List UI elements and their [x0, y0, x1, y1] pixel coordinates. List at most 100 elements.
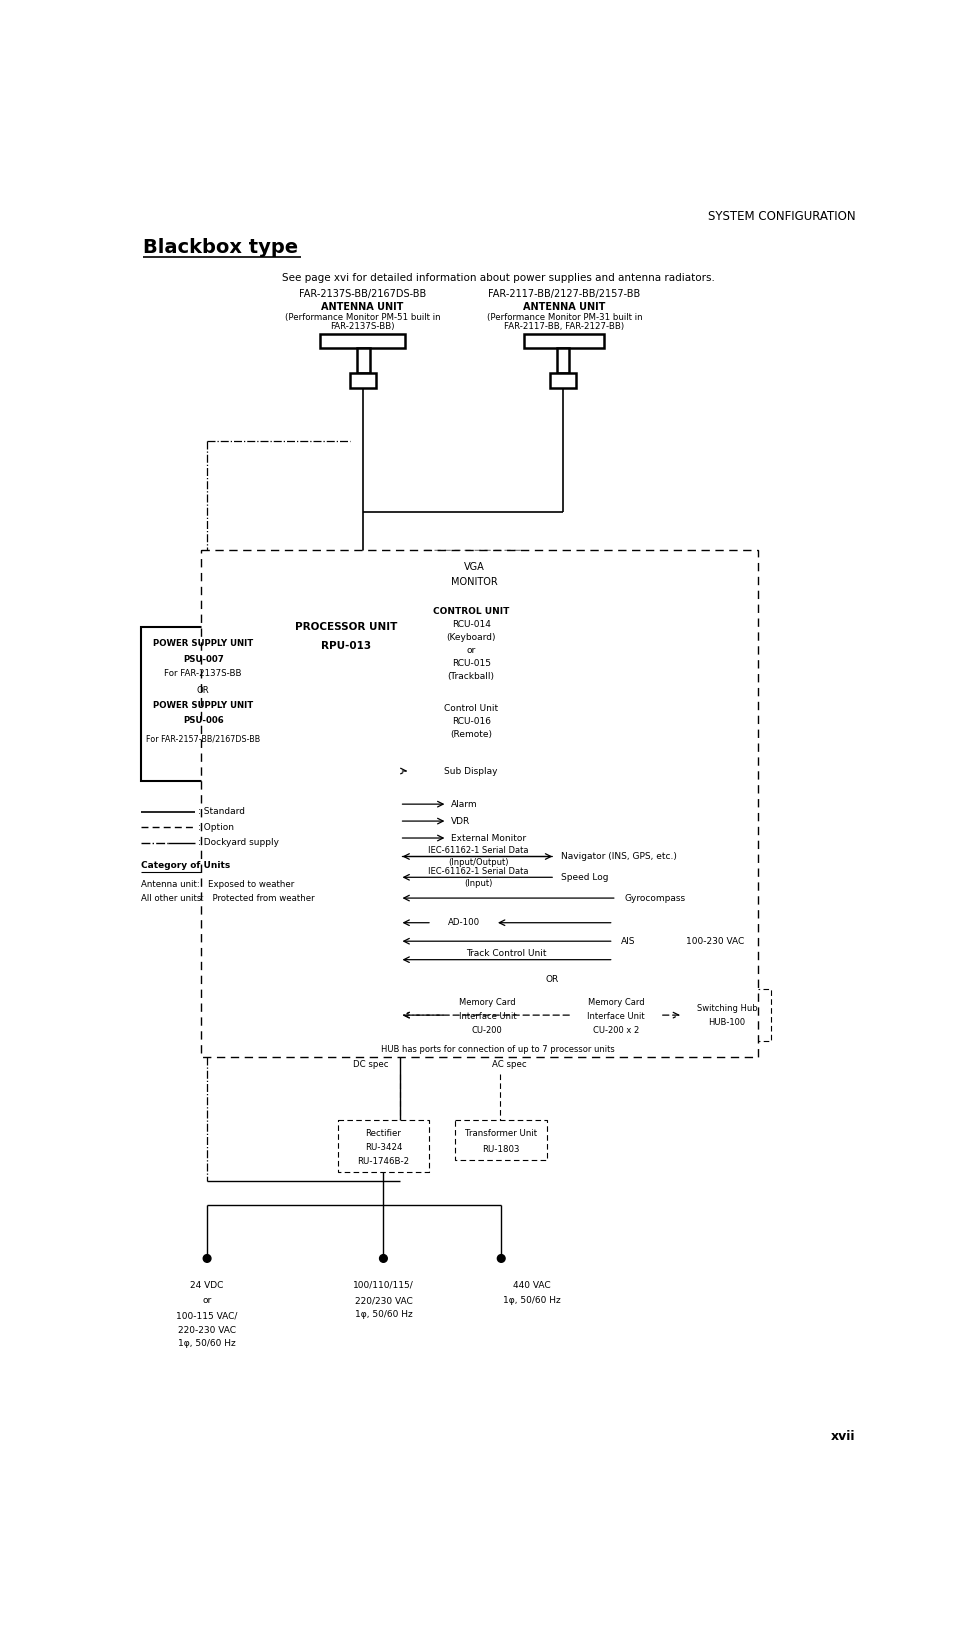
Text: ANTENNA UNIT: ANTENNA UNIT: [523, 302, 606, 312]
Bar: [557, 348, 569, 374]
Text: 1φ, 50/60 Hz: 1φ, 50/60 Hz: [178, 1340, 236, 1348]
Bar: [455, 1120, 547, 1160]
Text: Interface Unit: Interface Unit: [587, 1012, 644, 1022]
Text: MONITOR: MONITOR: [451, 578, 498, 588]
Text: : Option: : Option: [198, 823, 234, 832]
Text: OR: OR: [197, 685, 210, 695]
Text: 24 VDC: 24 VDC: [191, 1281, 224, 1289]
Text: All other units:   Protected from weather: All other units: Protected from weather: [141, 894, 315, 902]
Text: xvii: xvii: [831, 1430, 855, 1443]
Circle shape: [203, 1255, 211, 1262]
Text: (Input): (Input): [464, 880, 492, 888]
Text: Interface Unit: Interface Unit: [459, 1012, 516, 1022]
Text: (Remote): (Remote): [450, 731, 492, 739]
Text: See page xvi for detailed information about power supplies and antenna radiators: See page xvi for detailed information ab…: [282, 273, 714, 282]
Bar: [410, 597, 532, 690]
Text: Category of Units: Category of Units: [141, 862, 230, 870]
Text: (Trackball): (Trackball): [448, 672, 495, 681]
Text: VDR: VDR: [451, 816, 470, 826]
Bar: [683, 989, 771, 1041]
Bar: [524, 335, 605, 348]
Text: Memory Card: Memory Card: [459, 999, 516, 1007]
Text: Memory Card: Memory Card: [588, 999, 644, 1007]
Text: AIS: AIS: [621, 937, 636, 945]
Text: For FAR-2137S-BB: For FAR-2137S-BB: [164, 669, 242, 677]
Text: Alarm: Alarm: [451, 800, 478, 808]
Text: IEC-61162-1 Serial Data: IEC-61162-1 Serial Data: [428, 845, 529, 855]
Text: RPU-013: RPU-013: [321, 641, 370, 651]
Text: RU-1803: RU-1803: [482, 1144, 520, 1154]
Text: 100-115 VAC/: 100-115 VAC/: [176, 1312, 238, 1320]
Text: Transformer Unit: Transformer Unit: [466, 1129, 538, 1138]
Text: 100-230 VAC: 100-230 VAC: [686, 937, 745, 945]
Text: (Performance Monitor PM-31 built in: (Performance Monitor PM-31 built in: [487, 313, 642, 322]
Bar: [350, 374, 376, 388]
Bar: [358, 348, 369, 374]
Text: POWER SUPPLY UNIT: POWER SUPPLY UNIT: [154, 702, 254, 710]
Text: 220-230 VAC: 220-230 VAC: [178, 1325, 236, 1335]
Text: HUB-100: HUB-100: [709, 1018, 746, 1027]
Text: FAR-2137S-BB): FAR-2137S-BB): [330, 322, 395, 331]
Bar: [141, 627, 265, 782]
Text: or: or: [202, 1296, 212, 1306]
Text: 100/110/115/: 100/110/115/: [353, 1281, 414, 1289]
Text: Track Control Unit: Track Control Unit: [467, 950, 547, 958]
Text: AD-100: AD-100: [447, 919, 479, 927]
Text: (Performance Monitor PM-51 built in: (Performance Monitor PM-51 built in: [285, 313, 440, 322]
Text: POWER SUPPLY UNIT: POWER SUPPLY UNIT: [154, 640, 254, 648]
Bar: [446, 989, 529, 1041]
Text: RCU-014: RCU-014: [452, 620, 491, 630]
Text: Navigator (INS, GPS, etc.): Navigator (INS, GPS, etc.): [561, 852, 677, 862]
Circle shape: [498, 1255, 505, 1262]
Bar: [573, 989, 660, 1041]
Text: RU-3424: RU-3424: [364, 1142, 402, 1152]
Text: 1φ, 50/60 Hz: 1φ, 50/60 Hz: [355, 1310, 412, 1319]
Text: CU-200 x 2: CU-200 x 2: [593, 1027, 639, 1035]
Text: VGA: VGA: [464, 561, 485, 571]
Text: FAR-2137S-BB/2167DS-BB: FAR-2137S-BB/2167DS-BB: [299, 289, 427, 299]
Text: HUB has ports for connection of up to 7 processor units: HUB has ports for connection of up to 7 …: [381, 1044, 615, 1054]
Bar: [424, 550, 524, 597]
Circle shape: [380, 1255, 387, 1262]
Bar: [338, 1120, 429, 1172]
Bar: [292, 565, 399, 712]
Text: RU-1746B-2: RU-1746B-2: [358, 1157, 409, 1165]
Bar: [432, 912, 495, 934]
Text: Speed Log: Speed Log: [561, 873, 608, 881]
Text: ANTENNA UNIT: ANTENNA UNIT: [322, 302, 403, 312]
Text: RCU-015: RCU-015: [452, 659, 491, 667]
Bar: [410, 752, 532, 790]
Bar: [410, 695, 532, 747]
Text: or: or: [467, 646, 476, 654]
Bar: [550, 374, 576, 388]
Text: FAR-2117-BB/2127-BB/2157-BB: FAR-2117-BB/2127-BB/2157-BB: [488, 289, 641, 299]
Text: : Standard: : Standard: [198, 808, 245, 816]
Text: For FAR-2157-BB/2167DS-BB: For FAR-2157-BB/2167DS-BB: [146, 734, 260, 743]
Text: 1φ, 50/60 Hz: 1φ, 50/60 Hz: [503, 1296, 561, 1306]
Text: Control Unit: Control Unit: [444, 703, 499, 713]
Text: OR: OR: [545, 976, 559, 984]
Text: CONTROL UNIT: CONTROL UNIT: [433, 607, 509, 617]
Text: CU-200: CU-200: [472, 1027, 503, 1035]
Text: PSU-006: PSU-006: [183, 716, 224, 726]
Text: IEC-61162-1 Serial Data: IEC-61162-1 Serial Data: [428, 867, 529, 876]
Text: PSU-007: PSU-007: [183, 654, 224, 664]
Text: AC spec: AC spec: [492, 1059, 526, 1069]
Text: 440 VAC: 440 VAC: [513, 1281, 551, 1289]
Text: 220/230 VAC: 220/230 VAC: [355, 1296, 412, 1306]
Text: Rectifier: Rectifier: [365, 1129, 401, 1138]
Text: SYSTEM CONFIGURATION: SYSTEM CONFIGURATION: [708, 209, 855, 222]
Text: Switching Hub: Switching Hub: [697, 1004, 757, 1013]
Text: Gyrocompass: Gyrocompass: [624, 894, 685, 902]
Text: PROCESSOR UNIT: PROCESSOR UNIT: [295, 622, 397, 632]
Text: Sub Display: Sub Display: [444, 767, 498, 775]
Text: FAR-2117-BB, FAR-2127-BB): FAR-2117-BB, FAR-2127-BB): [504, 322, 624, 331]
Text: DC spec: DC spec: [353, 1059, 388, 1069]
Text: (Input/Output): (Input/Output): [448, 858, 508, 867]
Text: Antenna unit:   Exposed to weather: Antenna unit: Exposed to weather: [141, 881, 295, 889]
Bar: [321, 335, 405, 348]
Text: RCU-016: RCU-016: [452, 716, 491, 726]
Bar: [201, 550, 758, 1056]
Text: Blackbox type: Blackbox type: [143, 238, 298, 258]
Text: (Keyboard): (Keyboard): [446, 633, 496, 643]
